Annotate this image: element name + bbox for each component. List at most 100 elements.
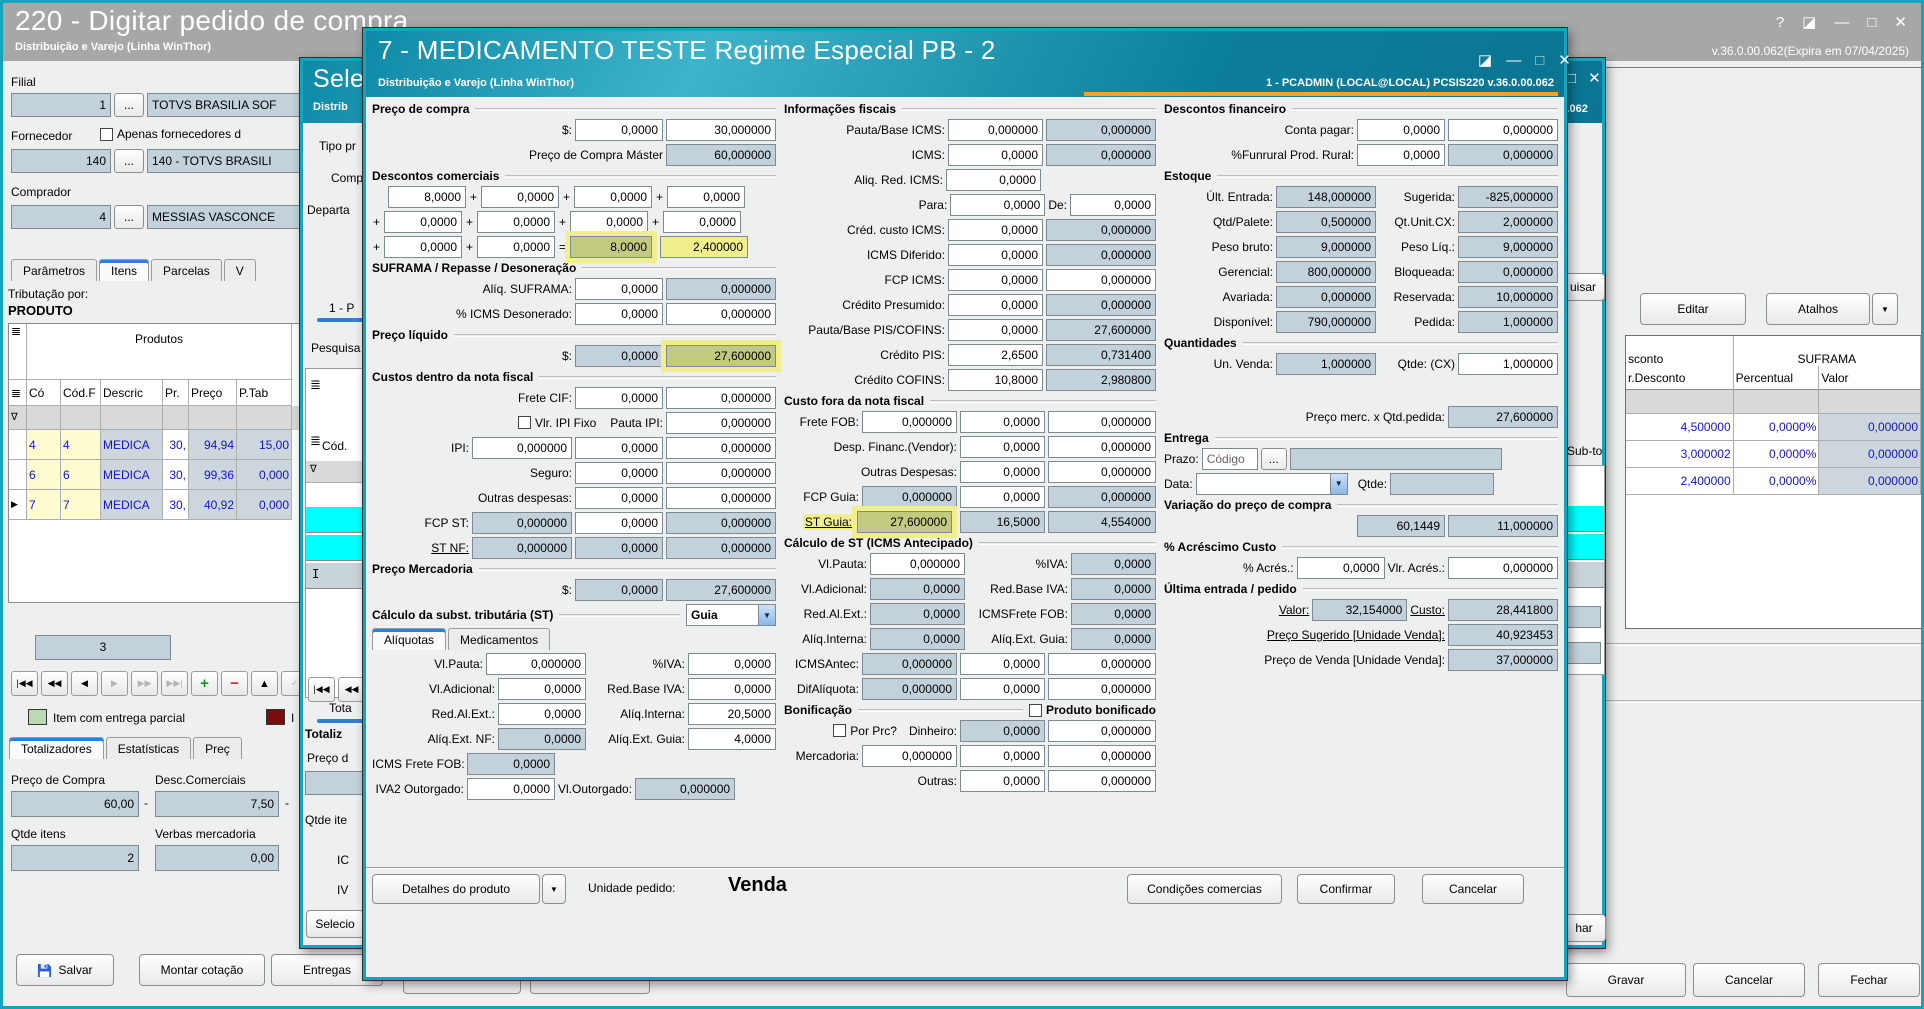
table-row[interactable]: 2,400000 0,0000% 0,000000 <box>1626 468 1921 495</box>
detalhes-do-produto-button[interactable]: Detalhes do produto <box>372 874 540 904</box>
column-header-cod-f[interactable]: Cód.F <box>61 380 101 406</box>
icms-diferido-field[interactable]: 0,0000 <box>948 243 1043 266</box>
vl-pauta-field[interactable]: 0,000000 <box>486 652 586 675</box>
difaliquota-field[interactable]: 0,000000 <box>1048 677 1156 700</box>
desp-financ-vendor-field[interactable]: 0,0000 <box>960 435 1045 458</box>
icms-desonerado-field[interactable]: 0,0000 <box>575 302 663 325</box>
value-field[interactable]: 0,0000 <box>663 210 741 233</box>
frete-fob-field[interactable]: 0,000000 <box>1048 410 1156 433</box>
produto-bonificado-checkbox[interactable] <box>1029 703 1042 717</box>
value-field[interactable]: 0,0000 <box>481 185 559 208</box>
credito-cofins-field[interactable]: 10,8000 <box>948 368 1043 391</box>
grid-menu-icon[interactable]: ≣ <box>310 433 321 448</box>
desp-financ-vendor-field[interactable]: 0,000000 <box>1048 435 1156 458</box>
mercadoria-field[interactable]: 0,0000 <box>960 744 1045 767</box>
tab-parcelas[interactable]: Parcelas <box>151 259 222 281</box>
value-field[interactable]: 0,0000 <box>384 210 462 233</box>
table-row[interactable]: 6 6 MEDICA 30, 99,36 0,000 <box>9 460 314 490</box>
column-header-preco[interactable]: Preço <box>189 380 237 406</box>
detalhes-dropdown-arrow[interactable]: ▼ <box>542 874 566 904</box>
restore-icon[interactable]: ◪ <box>1802 14 1817 31</box>
iva-field[interactable]: 0,0000 <box>688 652 776 675</box>
close-icon[interactable]: ✕ <box>1894 14 1907 31</box>
apenas-fornecedores-checkbox[interactable] <box>100 127 113 141</box>
selected-row[interactable] <box>1562 534 1604 560</box>
filial-lookup-button[interactable]: ... <box>114 93 144 117</box>
dropdown-arrow-icon[interactable]: ▼ <box>758 605 775 625</box>
filter-icon[interactable]: ∇ <box>310 464 317 475</box>
dinheiro-field[interactable]: 0,000000 <box>1048 719 1156 742</box>
atalhos-dropdown-arrow[interactable]: ▼ <box>1872 293 1898 325</box>
ipi-field[interactable]: 0,0000 <box>575 436 663 459</box>
grid-menu-icon[interactable]: ≣ <box>9 380 27 406</box>
x-field[interactable]: 30,000000 <box>666 118 776 141</box>
value-field[interactable]: 8,0000 <box>388 185 466 208</box>
credito-pis-field[interactable]: 2,6500 <box>948 343 1043 366</box>
red-base-iva-field[interactable]: 0,0000 <box>688 677 776 700</box>
seguro-field[interactable]: 0,000000 <box>666 461 776 484</box>
frete-fob-field[interactable]: 0,0000 <box>960 410 1045 433</box>
frete-fob-field[interactable]: 0,000000 <box>862 410 957 433</box>
column-header-p-tab[interactable]: P.Tab <box>237 380 292 406</box>
fornecedor-code-field[interactable]: 140 <box>11 149 111 173</box>
tab-estatisticas[interactable]: Estatísticas <box>105 737 192 759</box>
ipi-field[interactable]: 0,000000 <box>666 436 776 459</box>
column-header-percentual[interactable]: Percentual <box>1733 366 1820 390</box>
column-header-r-desconto[interactable]: r.Desconto <box>1626 366 1734 390</box>
restore-icon[interactable]: ◪ <box>1478 52 1493 69</box>
fcp-icms-field[interactable]: 0,0000 <box>948 268 1043 291</box>
montar-cotacao-button[interactable]: Montar cotação <box>139 954 265 986</box>
conta-pagar-field[interactable]: 0,000000 <box>1448 118 1558 141</box>
tab-tota-fragment[interactable]: Tota <box>329 701 352 715</box>
vlr-ipi-fixo-checkbox[interactable] <box>517 416 531 429</box>
selecionar-button-fragment[interactable]: Selecio <box>306 910 364 938</box>
difaliquota-field[interactable]: 0,0000 <box>960 677 1045 700</box>
cod-column-header[interactable]: Cód. <box>322 439 348 453</box>
column-header-descric[interactable]: Descric <box>101 380 163 406</box>
comprador-lookup-button[interactable]: ... <box>114 205 144 229</box>
outras-despesas-field[interactable]: 0,0000 <box>960 460 1045 483</box>
outras-despesas-field[interactable]: 0,000000 <box>1048 460 1156 483</box>
tab-parametros[interactable]: Parâmetros <box>11 259 98 281</box>
red-al-ext-field[interactable]: 0,0000 <box>498 702 586 725</box>
salvar-button[interactable]: Salvar <box>16 954 114 986</box>
pauta-base-icms-field[interactable]: 0,000000 <box>948 118 1043 141</box>
cancelar-button[interactable]: Cancelar <box>1422 874 1524 904</box>
seguro-field[interactable]: 0,0000 <box>575 461 663 484</box>
help-icon[interactable]: ? <box>1775 13 1785 31</box>
frete-cif-field[interactable]: 0,000000 <box>666 386 776 409</box>
value-field[interactable]: 0,0000 <box>570 210 648 233</box>
tab-totalizadores[interactable]: Totalizadores <box>9 737 104 759</box>
fechar-button[interactable]: Fechar <box>1818 963 1920 997</box>
tab-medicamentos[interactable]: Medicamentos <box>448 628 551 650</box>
selected-row[interactable] <box>1562 506 1604 532</box>
icms-field[interactable]: 0,0000 <box>948 143 1043 166</box>
grid-row[interactable] <box>306 563 365 589</box>
tab-v[interactable]: V <box>223 259 256 281</box>
iva2-outorgado-field[interactable]: 0,0000 <box>467 777 555 800</box>
condicoes-comerciais-button[interactable]: Condições comercias <box>1127 874 1282 904</box>
vl-pauta-field[interactable]: 0,000000 <box>870 552 965 575</box>
data-dropdown[interactable]: ▼ <box>1195 472 1348 495</box>
vlr-acres-field[interactable]: 0,000000 <box>1448 556 1558 579</box>
nav-x-button[interactable]: |◀◀ <box>11 671 38 696</box>
ipi-field[interactable]: 0,000000 <box>472 436 572 459</box>
value-field[interactable]: 0,0000 <box>574 185 652 208</box>
funrural-prod-rural-field[interactable]: 0,0000 <box>1357 143 1445 166</box>
value-field[interactable]: 0,0000 <box>667 185 745 208</box>
grid-menu-icon[interactable]: ≣ <box>310 377 321 392</box>
pauta-base-pis-cofins-field[interactable]: 0,0000 <box>948 318 1043 341</box>
value-field[interactable]: 0,0000 <box>477 235 555 258</box>
tab-itens[interactable]: Itens <box>99 259 150 281</box>
close-icon[interactable]: ✕ <box>1588 70 1601 87</box>
pauta-ipi-field[interactable]: 0,000000 <box>666 411 776 434</box>
vl-adicional-field[interactable]: 0,0000 <box>498 677 586 700</box>
maximize-icon[interactable]: □ <box>1867 13 1877 31</box>
filial-code-field[interactable]: 1 <box>11 93 111 117</box>
close-icon[interactable]: ✕ <box>1558 52 1571 69</box>
confirmar-button[interactable]: Confirmar <box>1297 874 1395 904</box>
icmsantec-field[interactable]: 0,0000 <box>960 652 1045 675</box>
nav-x-button[interactable]: ◀◀ <box>41 671 68 696</box>
conta-pagar-field[interactable]: 0,0000 <box>1357 118 1445 141</box>
table-row[interactable]: 3,000002 0,0000% 0,000000 <box>1626 441 1921 468</box>
